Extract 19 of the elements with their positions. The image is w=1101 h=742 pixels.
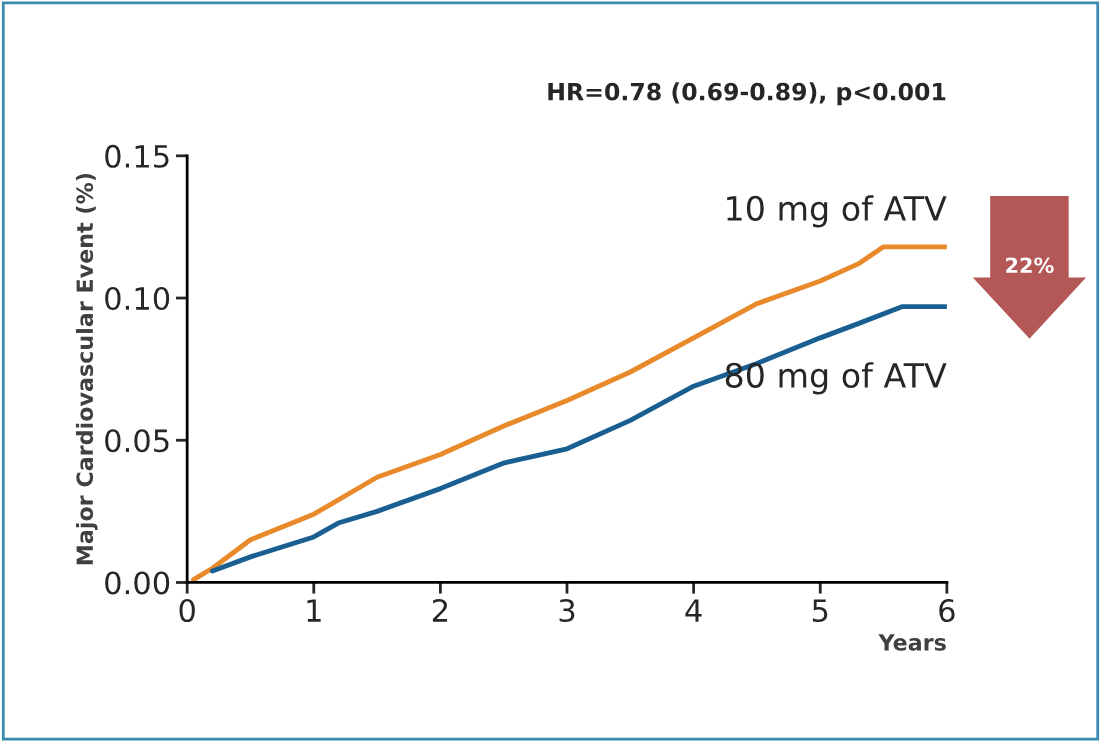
y-tick-label: 0.10 [105, 286, 170, 311]
line-series [191, 244, 947, 583]
y-tick-label: 0.15 [105, 144, 169, 168]
y-axis-title: Major Cardiovascular Event (%) [75, 173, 98, 565]
x-axis-title: Years [878, 634, 946, 651]
x-tick-label: 2 [432, 598, 448, 622]
y-tick-label: 0.00 [105, 571, 170, 595]
x-tick-label: 1 [307, 599, 321, 622]
line-series [210, 304, 947, 574]
x-tick-label: 0 [179, 598, 195, 623]
x-tick-label: 4 [685, 599, 702, 622]
text: 22% [1006, 257, 1054, 274]
x-tick-label: 5 [812, 599, 828, 623]
y-tick-label: 0.05 [105, 429, 169, 453]
chart-title: HR=0.78 (0.69-0.89), p<0.001 [548, 82, 946, 106]
x-tick-label: 6 [939, 598, 955, 623]
x-tick-label: 3 [559, 598, 575, 623]
series-label: 80 mg of ATV [725, 362, 947, 395]
series-label: 10 mg of ATV [727, 195, 947, 228]
